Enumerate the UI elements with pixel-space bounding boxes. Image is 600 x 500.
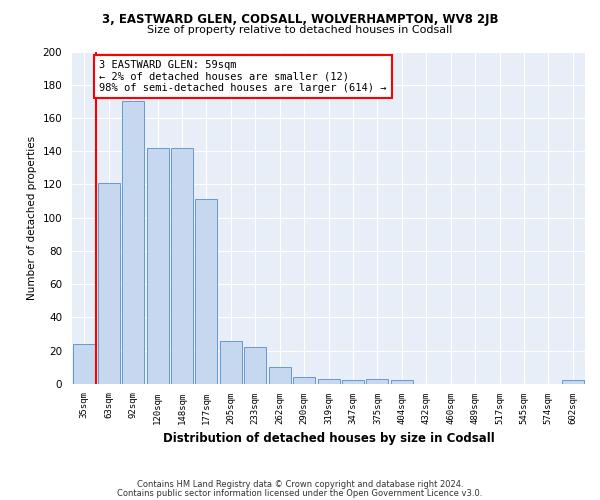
Bar (367, 379, 388, 384)
Bar (317, 379, 340, 384)
Bar (293, 377, 315, 384)
Bar (269, 367, 290, 384)
Bar (220, 340, 242, 384)
Bar (146, 148, 169, 384)
Bar (73, 344, 95, 384)
Text: Contains public sector information licensed under the Open Government Licence v3: Contains public sector information licen… (118, 489, 482, 498)
X-axis label: Distribution of detached houses by size in Codsall: Distribution of detached houses by size … (163, 432, 494, 445)
Y-axis label: Number of detached properties: Number of detached properties (27, 136, 37, 300)
Bar (342, 380, 364, 384)
Bar (122, 102, 144, 384)
Bar (98, 182, 119, 384)
Bar (391, 380, 413, 384)
Bar (196, 200, 217, 384)
Bar (244, 347, 266, 384)
Text: 3 EASTWARD GLEN: 59sqm
← 2% of detached houses are smaller (12)
98% of semi-deta: 3 EASTWARD GLEN: 59sqm ← 2% of detached … (100, 60, 387, 93)
Bar (562, 380, 584, 384)
Text: 3, EASTWARD GLEN, CODSALL, WOLVERHAMPTON, WV8 2JB: 3, EASTWARD GLEN, CODSALL, WOLVERHAMPTON… (102, 12, 498, 26)
Text: Size of property relative to detached houses in Codsall: Size of property relative to detached ho… (148, 25, 452, 35)
Text: Contains HM Land Registry data © Crown copyright and database right 2024.: Contains HM Land Registry data © Crown c… (137, 480, 463, 489)
Bar (171, 148, 193, 384)
